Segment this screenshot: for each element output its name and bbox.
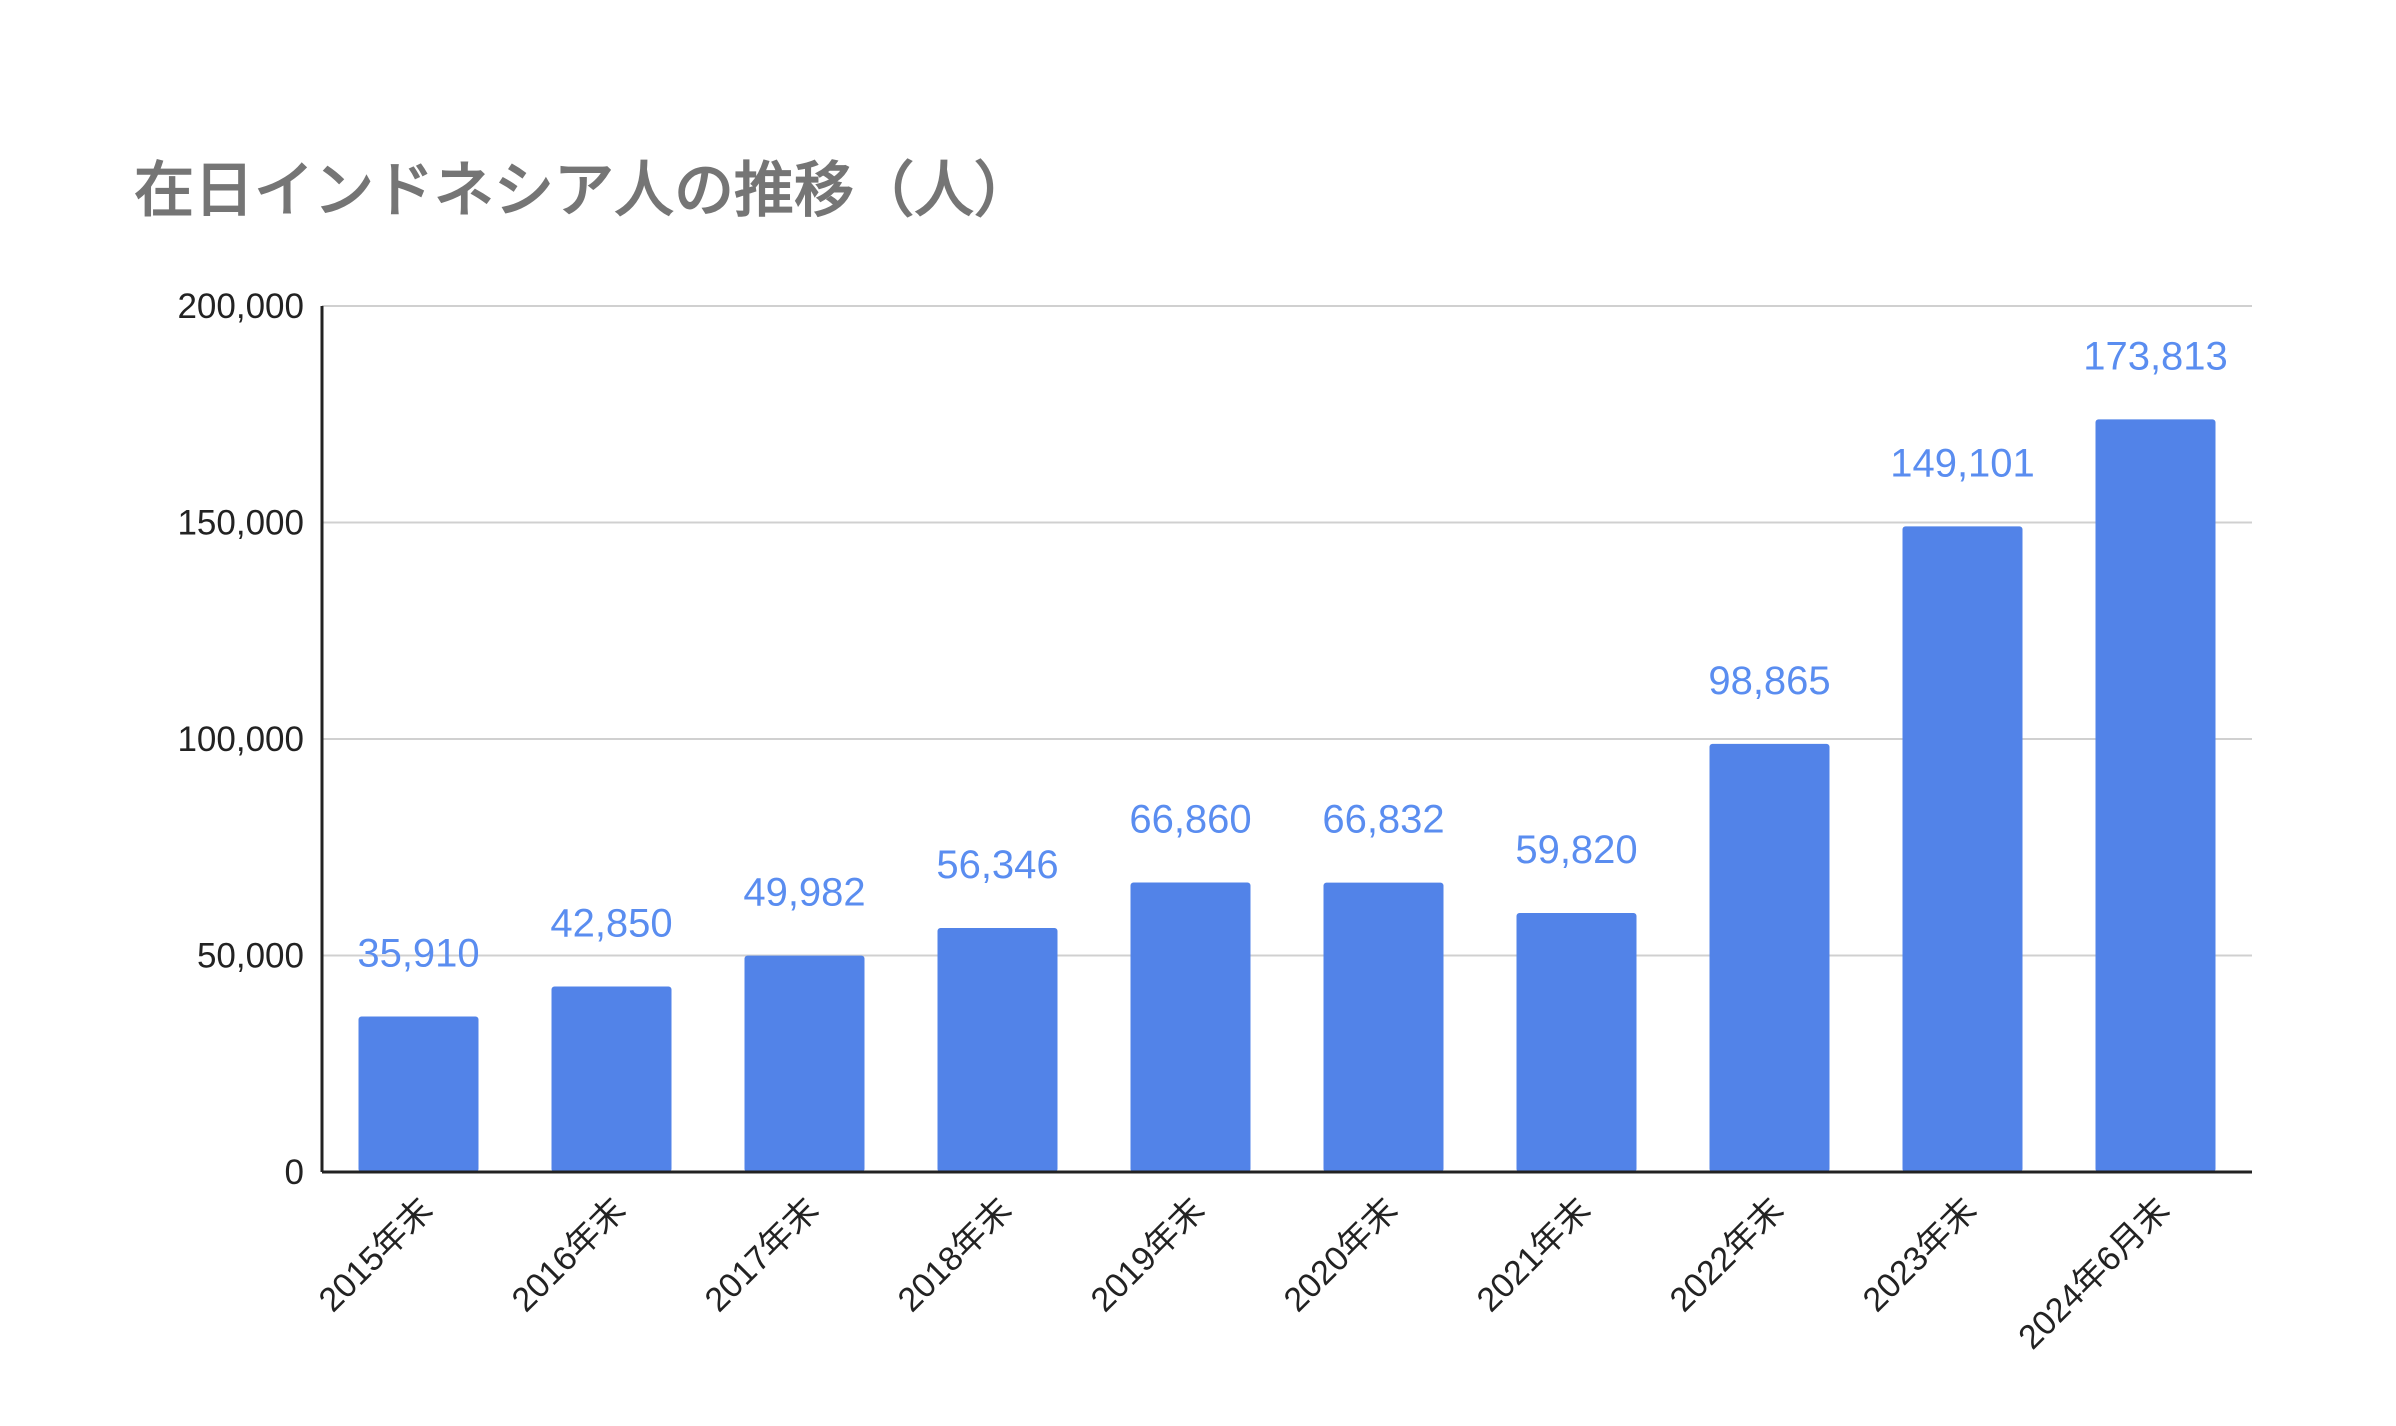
x-tick-label: 2020年末 <box>1277 1191 1405 1319</box>
x-tick-label: 2024年6月末 <box>2011 1191 2177 1357</box>
bar <box>1709 743 1830 1172</box>
chart-title: 在日インドネシア人の推移（人） <box>134 156 1034 226</box>
x-tick-label: 2022年末 <box>1663 1191 1791 1319</box>
bar <box>1323 882 1444 1172</box>
data-label: 49,982 <box>743 871 865 915</box>
data-label: 35,910 <box>357 932 479 976</box>
x-tick-label: 2021年末 <box>1470 1191 1598 1319</box>
data-label: 42,850 <box>550 901 672 945</box>
data-label: 98,865 <box>1708 659 1830 703</box>
x-tick-label: 2017年末 <box>698 1191 826 1319</box>
x-tick-label: 2016年末 <box>505 1191 633 1319</box>
data-label: 149,101 <box>1890 441 2035 485</box>
bar <box>2095 419 2216 1172</box>
y-tick-label: 150,000 <box>177 504 304 543</box>
y-tick-label: 200,000 <box>177 287 304 326</box>
bar <box>1902 526 2023 1172</box>
x-axis-tick-labels: 2015年末 2016年末 2017年末 2018年末 2019年末 2020年末 2021… <box>312 1191 2177 1357</box>
bars <box>358 419 2216 1172</box>
data-label: 173,813 <box>2083 334 2228 378</box>
axes <box>320 306 2252 1174</box>
data-label: 59,820 <box>1515 828 1637 872</box>
bar <box>551 986 672 1172</box>
bar <box>744 955 865 1172</box>
x-tick-label: 2019年末 <box>1084 1191 1212 1319</box>
data-label: 66,860 <box>1129 797 1251 841</box>
y-tick-label: 50,000 <box>197 937 304 976</box>
y-axis-tick-labels: 0 50,000 100,000 150,000 200,000 <box>177 287 304 1192</box>
data-label: 66,832 <box>1322 798 1444 842</box>
x-tick-label: 2018年末 <box>891 1191 1019 1319</box>
data-label: 56,346 <box>936 843 1058 887</box>
bar <box>1516 912 1637 1172</box>
bar <box>937 928 1058 1172</box>
y-tick-label: 100,000 <box>177 720 304 759</box>
bar <box>1130 882 1251 1172</box>
y-tick-label: 0 <box>285 1153 304 1192</box>
bar <box>358 1016 479 1172</box>
x-tick-label: 2023年末 <box>1856 1191 1984 1319</box>
x-tick-label: 2015年末 <box>312 1191 440 1319</box>
data-labels: 35,910 42,850 49,982 56,346 66,860 66,832 59,8… <box>357 334 2227 975</box>
